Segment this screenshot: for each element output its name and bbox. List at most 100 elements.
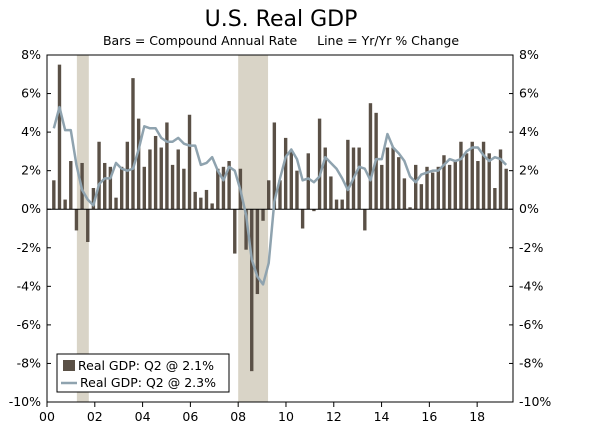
legend-box [56,353,230,393]
gdp-bar [210,203,214,210]
gdp-bar [204,189,209,210]
y-tick-label-right: 8% [519,47,539,62]
gdp-bar [74,209,79,231]
gdp-bar [233,209,237,254]
gdp-bar [380,164,384,210]
gdp-bar [476,161,480,210]
y-tick-label-left: 0% [21,201,41,216]
gdp-bar [244,209,248,250]
gdp-bar [442,155,446,210]
y-tick-label-left: 6% [21,86,41,101]
gdp-bar [283,137,288,210]
plot-frame [46,54,514,403]
y-tick-label-right: 0% [519,201,539,216]
gdp-bar [385,147,390,210]
gdp-bar [250,209,254,372]
gdp-bar [216,168,220,210]
gdp-bar [414,164,418,210]
gdp-bar [312,209,316,212]
gdp-bar [165,122,169,210]
gdp-bar [97,141,101,210]
gdp-bar [125,141,130,210]
x-tick-label: 10 [278,409,294,424]
x-tick-label: 06 [182,409,198,424]
chart-title: U.S. Real GDP [205,7,358,32]
y-tick-label-right: -2% [519,240,543,255]
gdp-bar [227,161,231,210]
gdp-bar [131,78,135,210]
gdp-bar [278,180,282,210]
recession-band-0 [76,55,89,402]
gdp-bar [425,166,429,210]
x-tick-label: 16 [421,409,437,424]
gdp-bar [119,166,124,210]
legend-line-label: Real GDP: Q2 @ 2.3% [80,375,216,390]
gdp-bar [170,164,175,210]
y-tick-label-right: 6% [519,86,539,101]
gdp-bar [430,172,435,210]
gdp-bar [436,166,441,210]
gdp-bar [346,139,350,210]
legend-bar-swatch [63,360,75,371]
chart-subtitle: Bars = Compound Annual Rate Line = Yr/Yr… [103,33,459,48]
gdp-bar [153,135,158,210]
axes: 8% 8% 6% 6% 4% 4% 2% 2% 0% 0% -2% -2% -4% -4% -6% -6% -8… [9,47,552,424]
gdp-bar [52,180,56,210]
y-tick-label-left: -2% [17,240,41,255]
gdp-bar [470,141,474,210]
gdp-bar [193,191,197,210]
x-tick-label: 14 [374,409,390,424]
y-tick-label-right: 4% [519,124,539,139]
gdp-bar [391,147,395,210]
gdp-bar [289,151,293,210]
gdp-bar [91,188,96,210]
recession-shading [76,55,269,402]
y-tick-label-right: -10% [519,394,551,409]
y-tick-label-left: 8% [21,47,41,62]
gdp-bar [453,161,457,210]
y-tick-label-right: -4% [519,278,543,293]
gdp-bar [334,199,339,210]
gdp-bar [108,166,113,210]
gdp-bar [136,118,141,210]
gdp-bar [114,197,118,210]
y-tick-label-left: -4% [17,278,41,293]
gdp-bar [329,176,333,210]
yoy-line [52,105,508,286]
gdp-bar [487,153,491,210]
gdp-bar [419,184,424,210]
gdp-bar [464,153,469,210]
y-tick-label-left: -6% [17,317,41,332]
x-tick-label: 08 [230,409,246,424]
y-tick-label-left: 2% [21,163,41,178]
gdp-bar [272,122,277,210]
gdp-bar [300,209,305,229]
x-tick-label: 00 [39,409,55,424]
gdp-bar [267,180,271,210]
gdp-bar [397,157,401,210]
gdp-bar [504,168,508,210]
gdp-bar [142,166,146,210]
y-tick-label-right: -8% [519,355,543,370]
gdp-bar [176,149,180,210]
gdp-bar [368,103,373,210]
gdp-bar [408,207,412,210]
x-tick-label: 12 [326,409,342,424]
gdp-bar [261,209,265,221]
y-tick-label-left: -8% [17,355,41,370]
gdp-bar [199,197,203,210]
x-tick-label: 02 [87,409,103,424]
gdp-bar [182,168,186,210]
gdp-bars [52,64,508,372]
gdp-bar [340,199,344,210]
gdp-bar [323,147,327,210]
gdp-bar [357,147,361,210]
gdp-bar [86,209,90,242]
gdp-bar [447,164,452,210]
legend-bar-label: Real GDP: Q2 @ 2.1% [78,358,214,373]
gdp-bar [363,209,367,231]
gdp-bar [402,178,407,210]
gdp-bar [306,153,310,210]
gdp-bar [221,166,226,210]
